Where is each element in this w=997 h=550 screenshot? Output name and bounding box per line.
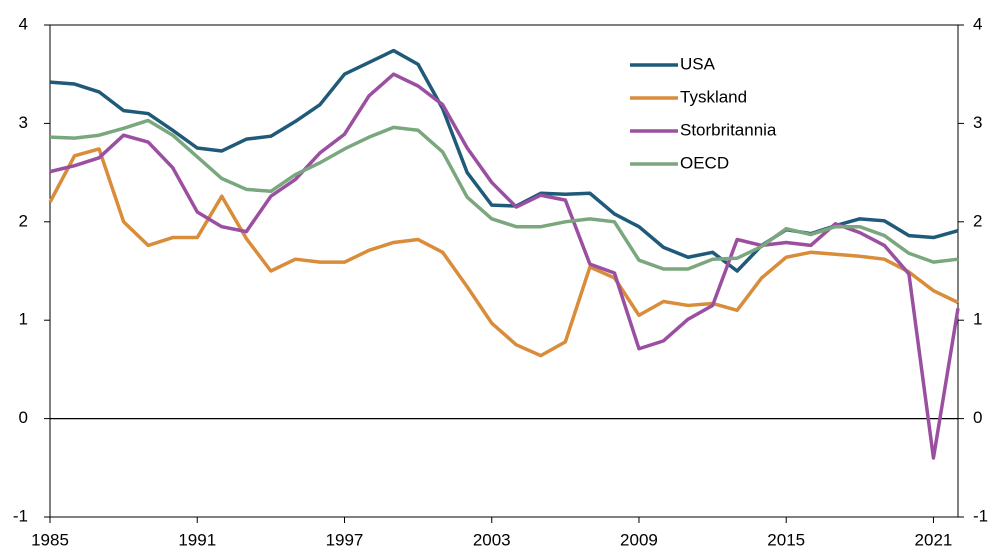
x-tick-label: 2009 bbox=[620, 530, 658, 549]
y2-tick-label: 4 bbox=[973, 14, 982, 33]
y-tick-label: 2 bbox=[19, 211, 28, 230]
legend-label: Storbritannia bbox=[680, 120, 777, 139]
x-tick-label: 2003 bbox=[473, 530, 511, 549]
legend-label: USA bbox=[680, 54, 716, 73]
x-tick-label: 2021 bbox=[915, 530, 953, 549]
y-tick-label: 0 bbox=[19, 408, 28, 427]
y2-tick-label: 3 bbox=[973, 113, 982, 132]
y-tick-label: 3 bbox=[19, 113, 28, 132]
x-tick-label: 1985 bbox=[31, 530, 69, 549]
y2-tick-label: 0 bbox=[973, 408, 982, 427]
y-tick-label: -1 bbox=[13, 506, 28, 525]
series-line bbox=[49, 72, 960, 460]
legend-label: Tyskland bbox=[680, 87, 747, 106]
series-line bbox=[49, 118, 959, 271]
y2-tick-label: -1 bbox=[973, 506, 988, 525]
y2-tick-label: 1 bbox=[973, 310, 982, 329]
plot-frame bbox=[49, 24, 959, 518]
x-tick-label: 1997 bbox=[326, 530, 364, 549]
legend-label: OECD bbox=[680, 153, 729, 172]
x-tick-label: 2015 bbox=[767, 530, 805, 549]
y-tick-label: 1 bbox=[19, 310, 28, 329]
y-tick-label: 4 bbox=[19, 14, 28, 33]
y2-tick-label: 2 bbox=[973, 211, 982, 230]
series-line bbox=[48, 147, 959, 358]
x-tick-label: 1991 bbox=[178, 530, 216, 549]
